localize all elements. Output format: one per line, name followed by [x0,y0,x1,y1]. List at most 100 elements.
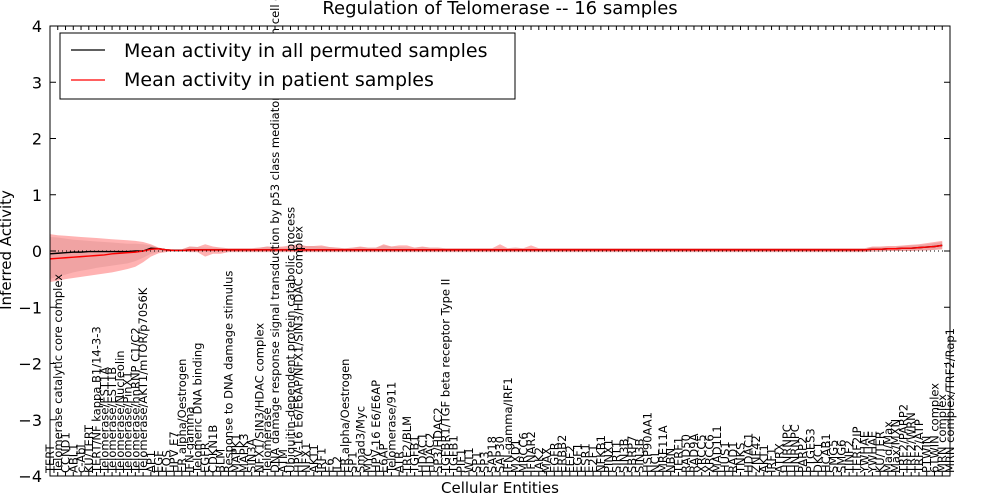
y-axis-ticks: 4 3 2 1 0 −1 −2 −3 −4 [18,17,950,486]
x-category-label: Response to DNA damage stimulus [221,271,235,473]
x-category-label: SP1 [470,451,484,473]
y-tick-label: 3 [32,73,42,92]
x-category-label: MRN complex [935,394,949,473]
x-category-label: SMG5 [827,440,841,473]
x-category-label: SP1 [346,451,360,473]
x-category-label: RAD9A [687,433,701,473]
x-category-label: FEF2 [563,445,577,473]
x-axis-label: Cellular Entities [441,479,559,497]
x-category-label: TERT [43,444,57,474]
x-category-label: Mad/Max [881,421,895,473]
x-category-label: YWHAE [865,431,879,474]
band-patient [50,234,943,282]
y-tick-label: −3 [18,411,42,430]
x-category-label: PTGES3 [803,428,817,473]
x-category-label: SIRT1 [609,441,623,473]
x-category-label: XRCC6 [702,434,716,473]
y-tick-label: 2 [32,130,42,149]
x-category-label: PTWIN [920,436,934,473]
x-category-label: ATRX [772,443,786,473]
x-axis-ticks [49,26,951,476]
x-category-label: c-Abl [74,444,88,473]
x-category-label: NFKB1 [594,435,608,473]
x-category-label: IFN-gamma [183,406,197,473]
x-category-label: AKT1 [307,444,321,473]
x-category-label: FOS [159,450,173,473]
x-category-label: 6TWIN complex [927,383,941,473]
y-tick-label: −1 [18,298,42,317]
x-category-label: SP3/HDAC2 [431,407,445,473]
x-category-label: MRN complex/TRF2/Rap1 [943,328,957,473]
x-category-label: HPV-16 E6/E6AP [369,380,383,473]
x-category-label: HDAC1 [741,433,755,473]
x-category-label: MAX [540,447,554,473]
x-category-label: HNRNPC [780,424,794,473]
x-category-label: EGFR [547,442,561,473]
x-category-label: MYC [361,449,375,473]
x-category-label: DKC1 [811,442,825,473]
x-category-label: SAP18 [485,436,499,473]
x-category-label: NFX1 [299,443,313,473]
x-category-label: MRCC6 [516,432,530,473]
x-category-label: E6AP [377,444,391,473]
x-category-label: HPV-16 E6/E6AP/NFX1/SIN3/HDAC complex [291,226,305,473]
x-category-label: MAPK3 [237,433,251,473]
x-category-label: EGFR [198,442,212,473]
y-tick-label: −2 [18,355,42,374]
x-category-label: PINX1 [602,439,616,473]
x-category-label: PIF1 [454,449,468,473]
y-tick-label: 4 [32,17,42,36]
legend: Mean activity in all permuted samples Me… [59,32,516,100]
x-category-label: ATM [276,449,290,473]
x-category-label: HDAC2 [423,433,437,473]
legend-label-permuted: Mean activity in all permuted samples [124,40,487,62]
x-category-label: MAD1L1 [710,425,724,473]
x-category-label: ERBB2 [555,435,569,473]
x-category-label: SIN3A [245,438,259,473]
x-category-label: YWHAE [858,431,872,474]
x-category-label: HSP90AA1 [640,412,654,473]
x-category-label: KU/TER [873,431,887,473]
band-permuted [50,236,943,280]
x-category-label: TGFB1 [446,435,460,474]
x-category-label: HUS1 [718,441,732,473]
x-category-label: XRCC5 [695,434,709,473]
x-category-label: TRF2/PARP2 [896,404,910,474]
x-category-label: DNA damage response signal transduction … [268,0,282,473]
x-category-label: MXD1 [509,439,523,473]
x-category-label: IRF1 [765,448,779,473]
x-category-label: Telomerase/AKT1/mTOR/p70S6K [136,287,150,474]
legend-box [59,32,516,100]
x-category-label: SBRP7 [625,436,639,473]
x-category-label: Telomerase/PinX1 [121,371,135,474]
x-category-label: TINF2 [842,440,856,474]
y-axis-label: Inferred Activity [0,190,15,310]
x-category-label: AKT1 [757,444,771,473]
x-category-label: ABL1 [66,444,80,473]
x-category-label: Telomerase/911 [384,382,398,474]
x-category-label: Telomeric DNA binding [190,343,204,474]
x-category-label: TGFBR1/TGF beta receptor Type II [439,279,453,474]
x-category-label: Telomerase/EST1B [105,367,119,474]
x-category-label: CDKN1B [206,425,220,473]
x-category-label: SP3 [477,451,491,473]
x-category-label: EGF1 [571,443,585,473]
x-category-label: IFNAR2 [524,431,538,473]
x-category-label: TERT/NF kappa B1/14-3-3 [90,326,104,474]
legend-label-patient: Mean activity in patient samples [124,69,434,91]
x-category-label: Telomerase catalytic core complex [51,274,65,474]
x-category-label: EGF [152,450,166,473]
x-category-label: NBN [664,448,678,473]
x-category-label: Telomerase/EST1A [97,367,111,474]
x-category-label: IRF1 [315,448,329,473]
band-layer [50,234,943,282]
x-category-label: AP1 [144,451,158,473]
x-category-label: SIN3B [633,438,647,473]
x-category-label: MAPK1 [229,433,243,473]
x-category-label: IFN-gamma/IRF1 [501,377,515,473]
x-category-label: Telomerase [260,408,274,475]
x-category-label: ER alpha/Oestrogen [175,359,189,473]
x-category-label: KU/TERT [82,424,96,473]
